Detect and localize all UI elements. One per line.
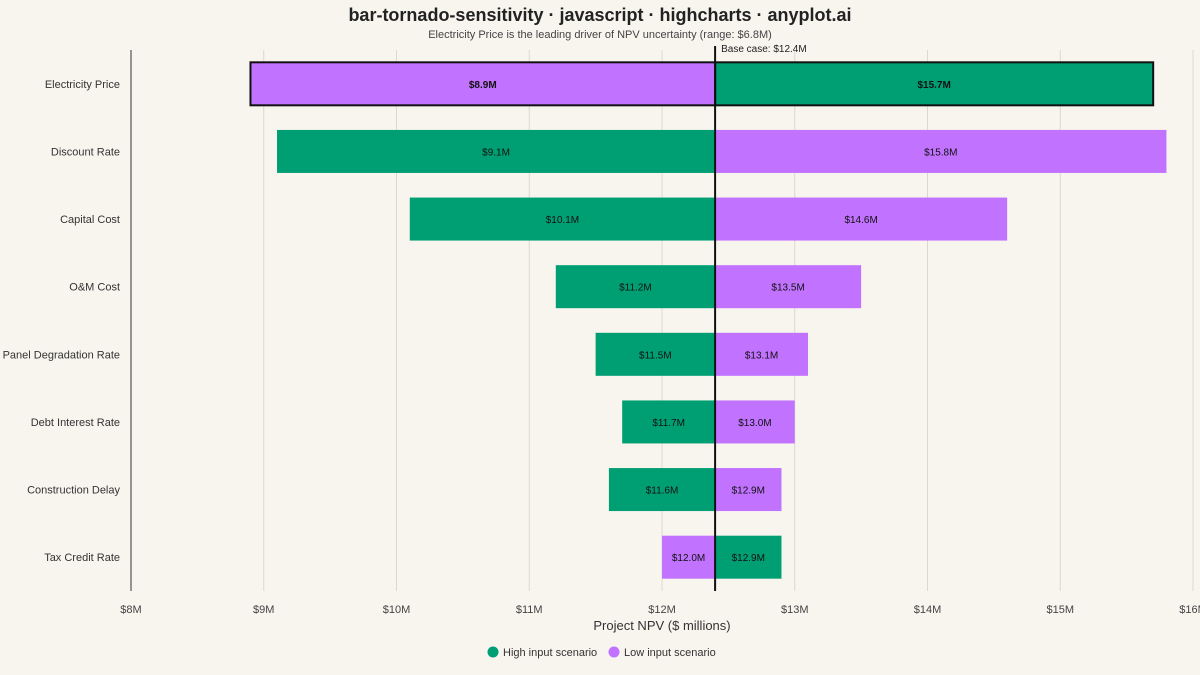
- x-tick-label: $9M: [253, 604, 274, 616]
- x-tick-label: $10M: [383, 604, 411, 616]
- bar-low[interactable]: [715, 468, 782, 512]
- bars: [249, 61, 1167, 579]
- data-label: $14.6M: [844, 215, 877, 226]
- legend-item-high[interactable]: High input scenario: [487, 646, 598, 660]
- data-label: $15.8M: [924, 147, 957, 158]
- bar-low[interactable]: [715, 197, 1008, 241]
- x-axis-ticks: $8M $9M $10M $11M $12M $13M $14M $15M $16M: [120, 604, 1200, 616]
- x-tick-label: $8M: [120, 604, 141, 616]
- x-tick-label: $15M: [1046, 604, 1074, 616]
- legend-label-high: High input scenario: [503, 647, 597, 659]
- data-label: $13.0M: [738, 418, 771, 429]
- bar-low[interactable]: [249, 61, 717, 107]
- category-label: O&M Cost: [69, 282, 120, 294]
- base-case-label: Base case: $12.4M: [721, 44, 807, 55]
- bar-high[interactable]: [409, 197, 716, 241]
- legend-marker-high: [487, 646, 499, 658]
- bar-high[interactable]: [555, 265, 716, 309]
- data-label: $12.9M: [732, 486, 765, 497]
- category-label: Construction Delay: [27, 485, 120, 497]
- category-label: Discount Rate: [51, 146, 120, 158]
- bar-high[interactable]: [595, 332, 716, 376]
- bar-high[interactable]: [277, 129, 716, 173]
- data-label: $11.7M: [652, 418, 685, 429]
- category-labels: Electricity Price Discount Rate Capital Co…: [3, 79, 121, 564]
- category-label: Tax Credit Rate: [44, 552, 120, 564]
- bar-low[interactable]: [715, 265, 862, 309]
- data-label: $10.1M: [546, 215, 579, 226]
- data-labels: $15.7M $8.9M $9.1M $15.8M $10.1M $14.6M $11.2M…: [469, 80, 958, 564]
- bar-high[interactable]: [715, 535, 782, 579]
- data-label: $13.5M: [771, 283, 804, 294]
- bar-low[interactable]: [715, 400, 795, 444]
- category-label: Debt Interest Rate: [31, 417, 120, 429]
- bar-low[interactable]: [715, 332, 809, 376]
- x-axis-title: Project NPV ($ millions): [593, 618, 730, 633]
- data-label: $8.9M: [469, 80, 497, 91]
- data-label: $11.2M: [619, 283, 652, 294]
- x-tick-label: $13M: [781, 604, 809, 616]
- x-tick-label: $16M: [1179, 604, 1200, 616]
- bar-low[interactable]: [662, 535, 716, 579]
- legend-item-low[interactable]: Low input scenario: [608, 646, 716, 660]
- category-label: Panel Degradation Rate: [3, 349, 120, 361]
- x-tick-label: $11M: [516, 604, 543, 616]
- data-label: $11.6M: [646, 486, 679, 497]
- data-label: $11.5M: [639, 350, 672, 361]
- data-label: $13.1M: [745, 350, 778, 361]
- x-tick-label: $14M: [914, 604, 942, 616]
- category-label: Capital Cost: [60, 214, 120, 226]
- bar-low[interactable]: [715, 129, 1167, 173]
- legend-label-low: Low input scenario: [624, 647, 716, 659]
- chart-title: bar-tornado-sensitivity · javascript · h…: [348, 5, 851, 25]
- bar-high[interactable]: [622, 400, 716, 444]
- data-label: $15.7M: [917, 80, 950, 91]
- x-tick-label: $12M: [648, 604, 676, 616]
- chart-subtitle: Electricity Price is the leading driver …: [428, 29, 772, 41]
- legend: High input scenario Low input scenario: [487, 646, 716, 660]
- data-label: $9.1M: [482, 147, 510, 158]
- legend-marker-low: [608, 646, 620, 658]
- bar-high[interactable]: [608, 468, 716, 512]
- data-label: $12.0M: [672, 553, 705, 564]
- category-label: Electricity Price: [45, 79, 120, 91]
- data-label: $12.9M: [732, 553, 765, 564]
